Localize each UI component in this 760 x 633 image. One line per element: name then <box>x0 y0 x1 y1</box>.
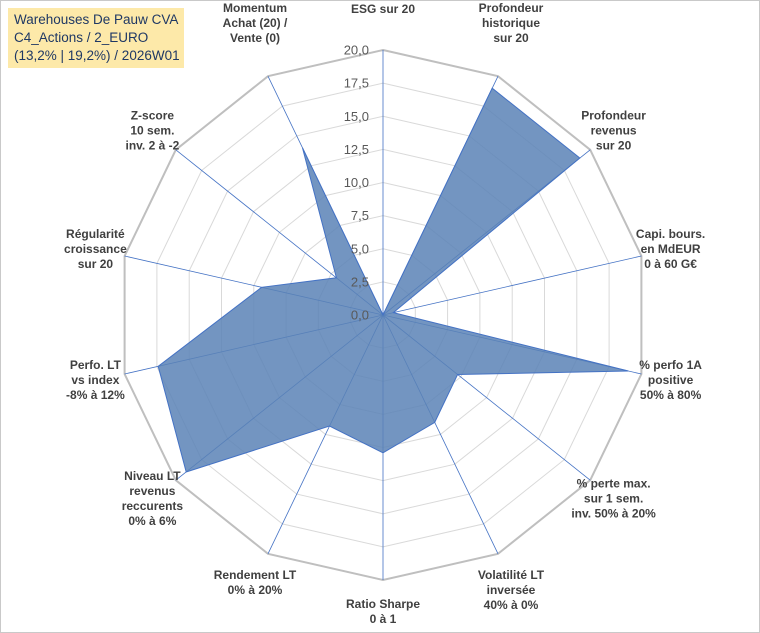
radar-axis-label-line: 0 à 60 G€ <box>644 257 697 271</box>
radar-axis-label-line: Capi. bours. <box>636 227 705 241</box>
radar-axis-label-line: Niveau LT <box>124 469 181 483</box>
radar-axis-label-line: Z-score <box>131 109 175 123</box>
radar-axis-label-line: sur 20 <box>596 139 632 153</box>
radar-axis-label-line: Profondeur <box>479 1 544 15</box>
radar-tick-label: 15,0 <box>344 109 369 124</box>
radar-axis-label-line: Perfo. LT <box>70 358 122 372</box>
radar-axis-label-line: inv. 2 à -2 <box>125 139 179 153</box>
chart-title-box: Warehouses De Pauw CVA C4_Actions / 2_EU… <box>8 8 184 68</box>
radar-axis-label-line: Vente (0) <box>230 31 280 45</box>
radar-axis-label-line: sur 1 sem. <box>584 491 643 505</box>
radar-axis-label: % perfo 1A positive 50% à 80% <box>639 358 702 402</box>
radar-tick-label: 7,5 <box>351 208 369 223</box>
radar-tick-label: 0,0 <box>351 308 369 323</box>
radar-axis-label-line: 0% à 20% <box>228 583 283 597</box>
radar-axis-label-line: 0% à 6% <box>128 514 176 528</box>
radar-axis-label-line: revenus <box>129 484 175 498</box>
radar-axis-label-line: historique <box>482 16 540 30</box>
radar-tick-label: 12,5 <box>344 142 369 157</box>
radar-axis-label: Profondeur historique sur 20 <box>479 1 544 45</box>
title-line-category: C4_Actions / 2_EURO <box>14 30 149 45</box>
radar-axis-label-line: inversée <box>487 583 536 597</box>
title-line-period: (13,2% | 19,2%) / 2026W01 <box>14 48 180 63</box>
radar-axis-label-line: inv. 50% à 20% <box>571 506 656 520</box>
radar-series-area <box>157 87 629 473</box>
radar-axis-label-line: Profondeur <box>581 109 646 123</box>
radar-axis-label: Rendement LT 0% à 20% <box>214 568 297 597</box>
radar-axis-label: NoteESG sur 20 <box>351 0 415 16</box>
radar-axis-label-line: 10 sem. <box>130 124 174 138</box>
radar-tick-label: 17,5 <box>344 76 369 91</box>
radar-axis-label-line: sur 20 <box>78 257 114 271</box>
radar-axis-label-line: sur 20 <box>493 31 529 45</box>
radar-axis-label: Capi. bours. en MdEUR 0 à 60 G€ <box>636 227 705 271</box>
radar-axis-label: Perfo. LT vs index -8% à 12% <box>66 358 125 402</box>
radar-axis-label-line: revenus <box>591 124 637 138</box>
radar-axis-label-line: en MdEUR <box>641 242 701 256</box>
radar-axis-label-line: Achat (20) / <box>223 16 288 30</box>
radar-axis-label-line: % perfo 1A <box>639 358 702 372</box>
radar-axis-label-line: 50% à 80% <box>640 388 702 402</box>
radar-tick-label: 20,0 <box>344 43 369 58</box>
radar-axis-label-line: Rendement LT <box>214 568 297 582</box>
radar-axis-label: Régularité croissance sur 20 <box>64 227 127 271</box>
radar-axis-label: Ratio Sharpe 0 à 1 <box>346 597 420 626</box>
title-line-company: Warehouses De Pauw CVA <box>14 12 179 27</box>
radar-tick-label: 5,0 <box>351 241 369 256</box>
radar-axis-label: % perte max. sur 1 sem. inv. 50% à 20% <box>571 476 656 520</box>
radar-axis-label-line: Momentum <box>223 1 287 15</box>
radar-axis-label-line: Ratio Sharpe <box>346 597 420 611</box>
radar-axis-label-line: croissance <box>64 242 127 256</box>
radar-spoke <box>382 255 642 316</box>
radar-axis-label-line: reccurents <box>122 499 184 513</box>
radar-axis-label: Niveau LT revenus reccurents 0% à 6% <box>122 469 184 528</box>
radar-axis-label-line: Volatilité LT <box>478 568 545 582</box>
radar-axis-label-line: Note <box>370 0 397 1</box>
radar-axis-label-line: positive <box>648 373 694 387</box>
radar-axis-label: Z-score 10 sem. inv. 2 à -2 <box>125 109 179 153</box>
radar-tick-label: 2,5 <box>351 274 369 289</box>
radar-tick-label: 10,0 <box>344 175 369 190</box>
radar-axis-label-line: -8% à 12% <box>66 388 125 402</box>
radar-axis-label-line: 0 à 1 <box>370 612 397 626</box>
radar-axis-label-line: vs index <box>71 373 119 387</box>
radar-axis-label-line: 40% à 0% <box>484 598 539 612</box>
radar-axis-label: Momentum Achat (20) / Vente (0) <box>223 1 288 45</box>
radar-axis-label-line: Régularité <box>66 227 125 241</box>
radar-axis-label: Volatilité LT inversée 40% à 0% <box>478 568 545 612</box>
radar-axis-label-line: ESG sur 20 <box>351 2 415 16</box>
radar-axis-label-line: % perte max. <box>577 476 651 490</box>
radar-axis-label: Profondeur revenus sur 20 <box>581 109 646 153</box>
